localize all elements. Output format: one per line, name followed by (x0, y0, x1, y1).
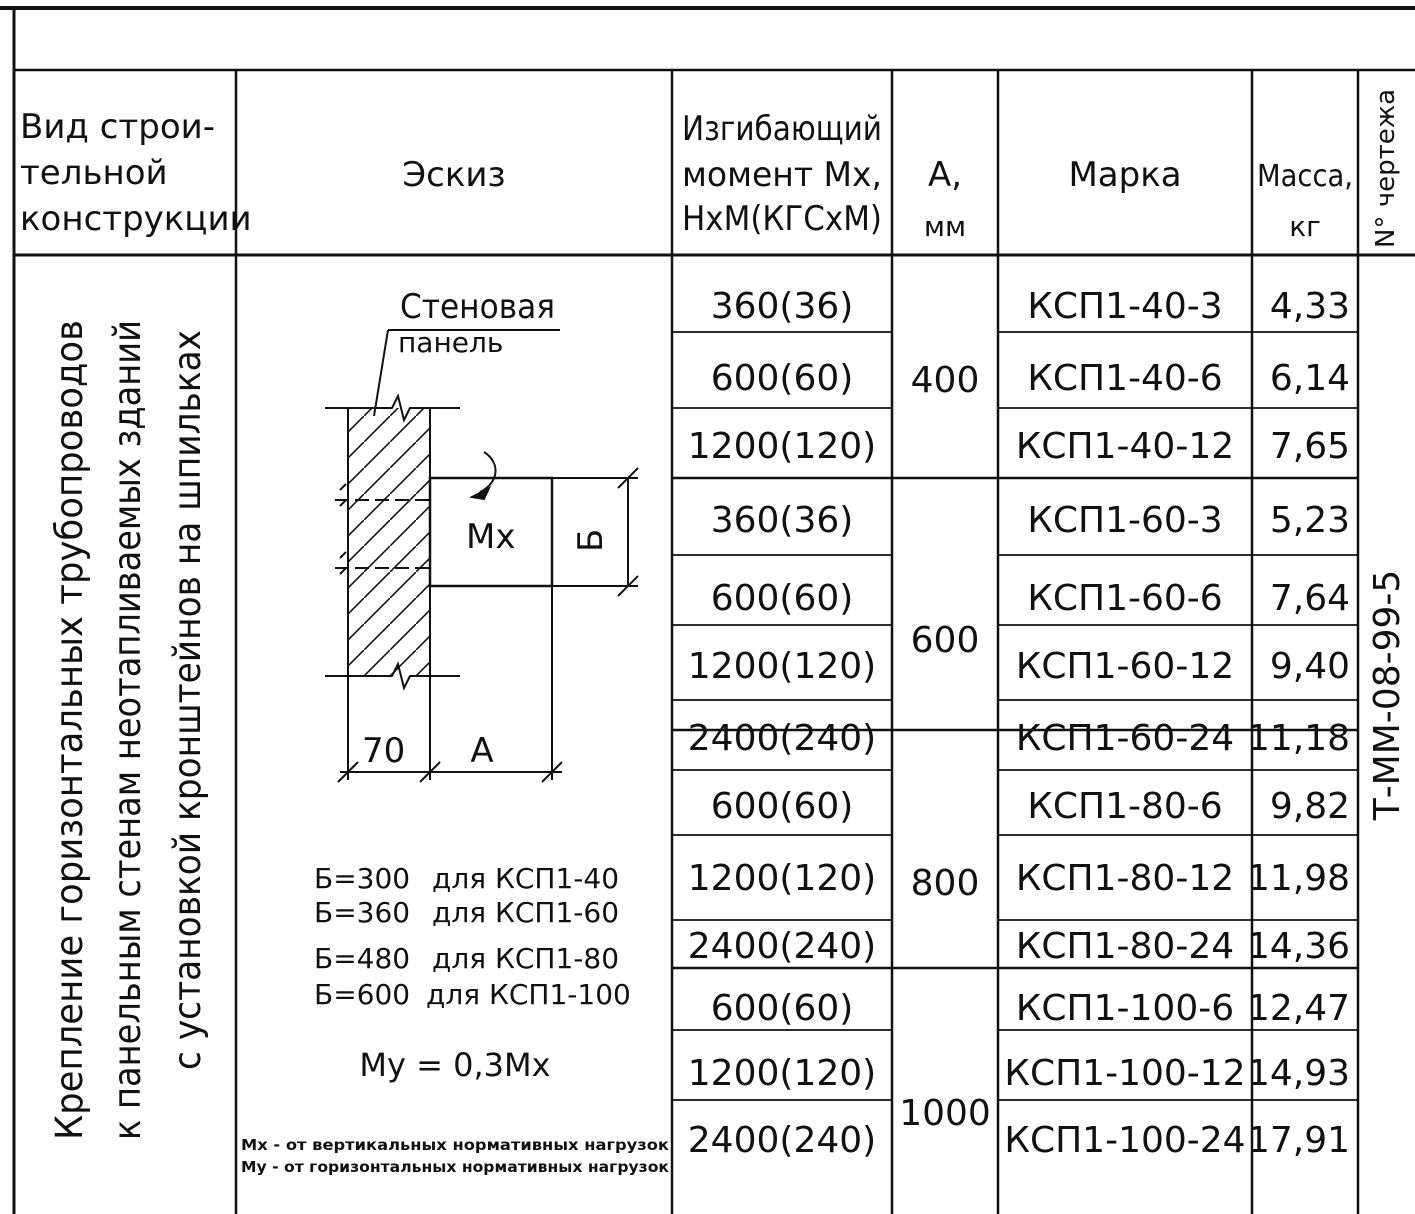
table-row: 360(36) КСП1-60-3 5,23 (711, 500, 1350, 541)
table-row: 1200(120) КСП1-100-12 14,93 (688, 1053, 1350, 1094)
moment-cell: 600(60) (711, 578, 854, 619)
mark-cell: КСП1-100-6 (1016, 988, 1234, 1029)
dim-70: 70 (362, 731, 405, 771)
table-grid (0, 6, 1415, 1214)
header-moment-line2: момент Мх, (682, 155, 882, 195)
table-row: 1200(120) КСП1-60-12 9,40 (688, 646, 1350, 687)
a-values: 400 600 800 1000 (899, 360, 991, 1134)
mark-cell: КСП1-60-24 (1016, 718, 1234, 759)
table-row: 600(60) КСП1-80-6 9,82 (711, 786, 1350, 827)
table-row: 2400(240) КСП1-80-24 14,36 (688, 926, 1350, 967)
table-header: Вид строи- тельной конструкции Эскиз Изг… (20, 89, 1401, 248)
header-moment-line1: Изгибающий (682, 109, 882, 149)
a-value: 400 (911, 360, 980, 401)
b-value-size: Б=480 (314, 942, 410, 975)
table-row: 600(60) КСП1-40-6 6,14 (711, 358, 1350, 399)
mass-cell: 12,47 (1247, 988, 1350, 1029)
mark-cell: КСП1-40-6 (1027, 358, 1222, 399)
b-value-size: Б=600 (314, 978, 410, 1011)
construction-type-line1: Крепление горизонтальных трубопроводов (48, 320, 91, 1140)
dim-a: А (470, 731, 493, 771)
note-horizontal-loads: Му - от горизонтальных нормативных нагру… (241, 1158, 669, 1176)
table-row: 2400(240) КСП1-60-24 11,18 (688, 718, 1350, 759)
table-row: 2400(240) КСП1-100-24 17,91 (688, 1120, 1350, 1161)
mass-cell: 17,91 (1247, 1120, 1350, 1161)
b-value-text: для КСП1-80 (432, 942, 619, 975)
mass-cell: 11,18 (1247, 718, 1350, 759)
mass-cell: 9,82 (1270, 786, 1350, 827)
b-values-list: Б=300 для КСП1-40 Б=360 для КСП1-60 Б=48… (314, 862, 631, 1011)
construction-type-line3: с установкой кронштейнов на шпильках (166, 330, 209, 1070)
mark-cell: КСП1-80-6 (1027, 786, 1222, 827)
table-row: 1200(120) КСП1-40-12 7,65 (688, 426, 1350, 467)
moment-cell: 600(60) (711, 988, 854, 1029)
b-value-text: для КСП1-60 (432, 896, 619, 929)
wall-panel-hatch (348, 408, 430, 676)
a-value: 1000 (899, 1093, 991, 1134)
mark-cell: КСП1-60-12 (1016, 646, 1234, 687)
panel-label-1: Стеновая (400, 287, 555, 327)
moment-cell: 360(36) (711, 500, 854, 541)
panel-label-2: панель (398, 326, 503, 359)
mark-cell: КСП1-80-12 (1016, 858, 1234, 899)
moment-cell: 2400(240) (688, 718, 876, 759)
moment-cell: 2400(240) (688, 1120, 876, 1161)
moment-cell: 1200(120) (688, 426, 876, 467)
header-mass-line1: Масса, (1257, 159, 1353, 194)
mass-cell: 6,14 (1270, 358, 1350, 399)
mark-cell: КСП1-100-24 (1004, 1120, 1245, 1161)
header-type-line3: конструкции (20, 199, 252, 239)
moment-cell: 1200(120) (688, 646, 876, 687)
header-a-line2: мм (924, 210, 966, 243)
table-rows: 360(36) КСП1-40-3 4,33 600(60) КСП1-40-6… (688, 286, 1350, 1161)
moment-cell: 360(36) (711, 286, 854, 327)
header-type-line1: Вид строи- (20, 107, 215, 147)
mass-cell: 7,65 (1270, 426, 1350, 467)
mark-cell: КСП1-60-6 (1027, 578, 1222, 619)
table-row: 600(60) КСП1-100-6 12,47 (711, 988, 1350, 1029)
mass-cell: 11,98 (1247, 858, 1350, 899)
header-moment-line3: НхМ(КГСхМ) (682, 199, 882, 239)
note-vertical-loads: Мх - от вертикальных нормативных нагрузо… (241, 1136, 669, 1154)
moment-cell: 600(60) (711, 358, 854, 399)
table-row: 600(60) КСП1-60-6 7,64 (711, 578, 1350, 619)
mass-cell: 14,93 (1247, 1053, 1350, 1094)
mass-cell: 5,23 (1270, 500, 1350, 541)
formula: Му = 0,3Мх (359, 1046, 550, 1084)
moment-cell: 1200(120) (688, 858, 876, 899)
table-row: 1200(120) КСП1-80-12 11,98 (688, 858, 1350, 899)
mark-cell: КСП1-40-12 (1016, 426, 1234, 467)
header-mass-line2: кг (1289, 210, 1321, 243)
drawing-number: Т-ММ-08-99-5 (1367, 570, 1408, 822)
construction-type-line2: к панельным стенам неотапливаемых зданий (106, 320, 149, 1140)
mark-cell: КСП1-60-3 (1027, 500, 1222, 541)
b-value-text: для КСП1-100 (426, 978, 631, 1011)
header-a-line1: А, (928, 155, 962, 195)
header-type-line2: тельной (20, 153, 168, 193)
b-value-size: Б=300 (314, 862, 410, 895)
header-mark: Марка (1068, 155, 1181, 195)
b-label: Б (571, 529, 611, 552)
mark-cell: КСП1-80-24 (1016, 926, 1234, 967)
mass-cell: 14,36 (1247, 926, 1350, 967)
table-row: 360(36) КСП1-40-3 4,33 (711, 286, 1350, 327)
moment-cell: 1200(120) (688, 1053, 876, 1094)
construction-type: Крепление горизонтальных трубопроводов к… (48, 320, 209, 1140)
a-value: 600 (911, 620, 980, 661)
b-value-text: для КСП1-40 (432, 862, 619, 895)
b-value-size: Б=360 (314, 896, 410, 929)
header-sketch: Эскиз (402, 155, 505, 195)
moment-cell: 600(60) (711, 786, 854, 827)
header-drawing-no: N° чертежа (1371, 89, 1401, 248)
mark-cell: КСП1-40-3 (1027, 286, 1222, 327)
moment-label: Мх (466, 517, 515, 557)
mark-cell: КСП1-100-12 (1004, 1053, 1245, 1094)
sketch-drawing: Стеновая панель Мх Б 70 А Б=300 для КСП1… (241, 287, 669, 1176)
moment-cell: 2400(240) (688, 926, 876, 967)
mass-cell: 9,40 (1270, 646, 1350, 687)
mass-cell: 4,33 (1270, 286, 1350, 327)
a-value: 800 (911, 863, 980, 904)
mass-cell: 7,64 (1270, 578, 1350, 619)
